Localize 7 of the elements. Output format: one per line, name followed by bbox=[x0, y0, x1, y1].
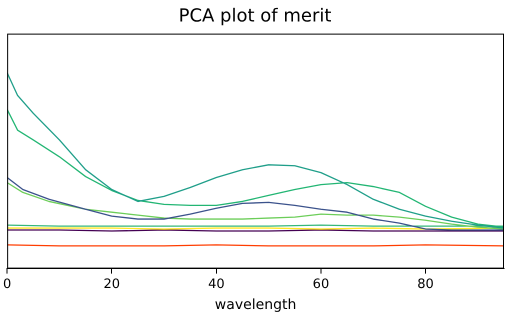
x-tick-label: 40 bbox=[208, 276, 225, 292]
x-axis-title: wavelength bbox=[214, 297, 296, 314]
x-tick-label: 80 bbox=[417, 276, 434, 292]
x-tick-label: 20 bbox=[103, 276, 120, 292]
x-tick-label: 60 bbox=[312, 276, 330, 292]
chart-title: PCA plot of merit bbox=[178, 5, 332, 26]
x-tick-label: 0 bbox=[2, 276, 12, 292]
